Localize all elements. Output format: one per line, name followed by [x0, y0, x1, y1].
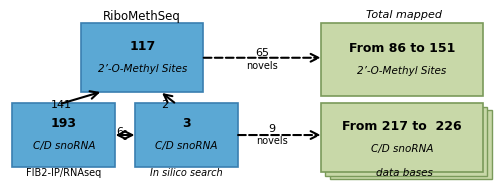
Text: C/D snoRNA: C/D snoRNA	[32, 141, 95, 151]
Text: 2’-O-Methyl Sites: 2’-O-Methyl Sites	[358, 66, 446, 76]
Text: In silico search: In silico search	[150, 168, 222, 178]
Text: C/D snoRNA: C/D snoRNA	[155, 141, 218, 151]
FancyBboxPatch shape	[12, 103, 116, 167]
Text: 117: 117	[129, 40, 156, 53]
Text: 6: 6	[116, 127, 123, 137]
FancyBboxPatch shape	[321, 23, 483, 96]
FancyBboxPatch shape	[326, 107, 487, 176]
Text: From 86 to 151: From 86 to 151	[348, 42, 455, 55]
Text: From 217 to  226: From 217 to 226	[342, 120, 462, 133]
Text: novels: novels	[256, 136, 288, 146]
Text: 193: 193	[51, 117, 77, 130]
Text: data bases: data bases	[376, 168, 433, 178]
Text: C/D snoRNA: C/D snoRNA	[370, 144, 433, 154]
Text: 65: 65	[256, 48, 269, 58]
FancyBboxPatch shape	[135, 103, 238, 167]
Text: RiboMethSeq: RiboMethSeq	[104, 10, 181, 23]
FancyBboxPatch shape	[321, 103, 483, 172]
Text: novels: novels	[246, 61, 278, 71]
FancyBboxPatch shape	[81, 23, 204, 92]
Text: Total mapped: Total mapped	[366, 10, 442, 20]
Text: 3: 3	[182, 117, 190, 130]
FancyBboxPatch shape	[330, 110, 492, 179]
Text: 2’-O-Methyl Sites: 2’-O-Methyl Sites	[98, 64, 187, 74]
Text: 141: 141	[51, 100, 72, 110]
Text: 9: 9	[268, 124, 276, 134]
Text: 2: 2	[160, 100, 168, 110]
Text: FIB2-IP/RNAseq: FIB2-IP/RNAseq	[26, 168, 102, 178]
